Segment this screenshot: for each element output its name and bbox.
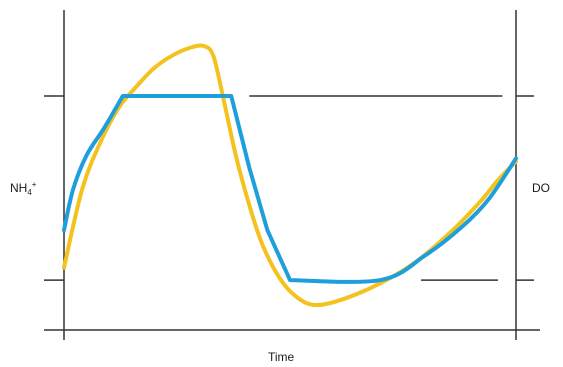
series-line-do: [62, 94, 518, 284]
y-axis-label-left-base: NH: [10, 181, 27, 195]
y-axis-label-left-sup: +: [32, 180, 37, 189]
y-axis-label-left-sub: 4: [27, 188, 32, 197]
reference-lines: [249, 95, 503, 281]
y-axis-label-right: DO: [532, 181, 550, 195]
x-axis-label: Time: [268, 350, 295, 364]
labels: NH4+ DO Time: [10, 180, 550, 364]
axes: [44, 10, 540, 340]
y-axis-label-left: NH4+: [10, 180, 37, 197]
series-line-nh4: [62, 43, 518, 308]
series-lines: [62, 43, 518, 308]
